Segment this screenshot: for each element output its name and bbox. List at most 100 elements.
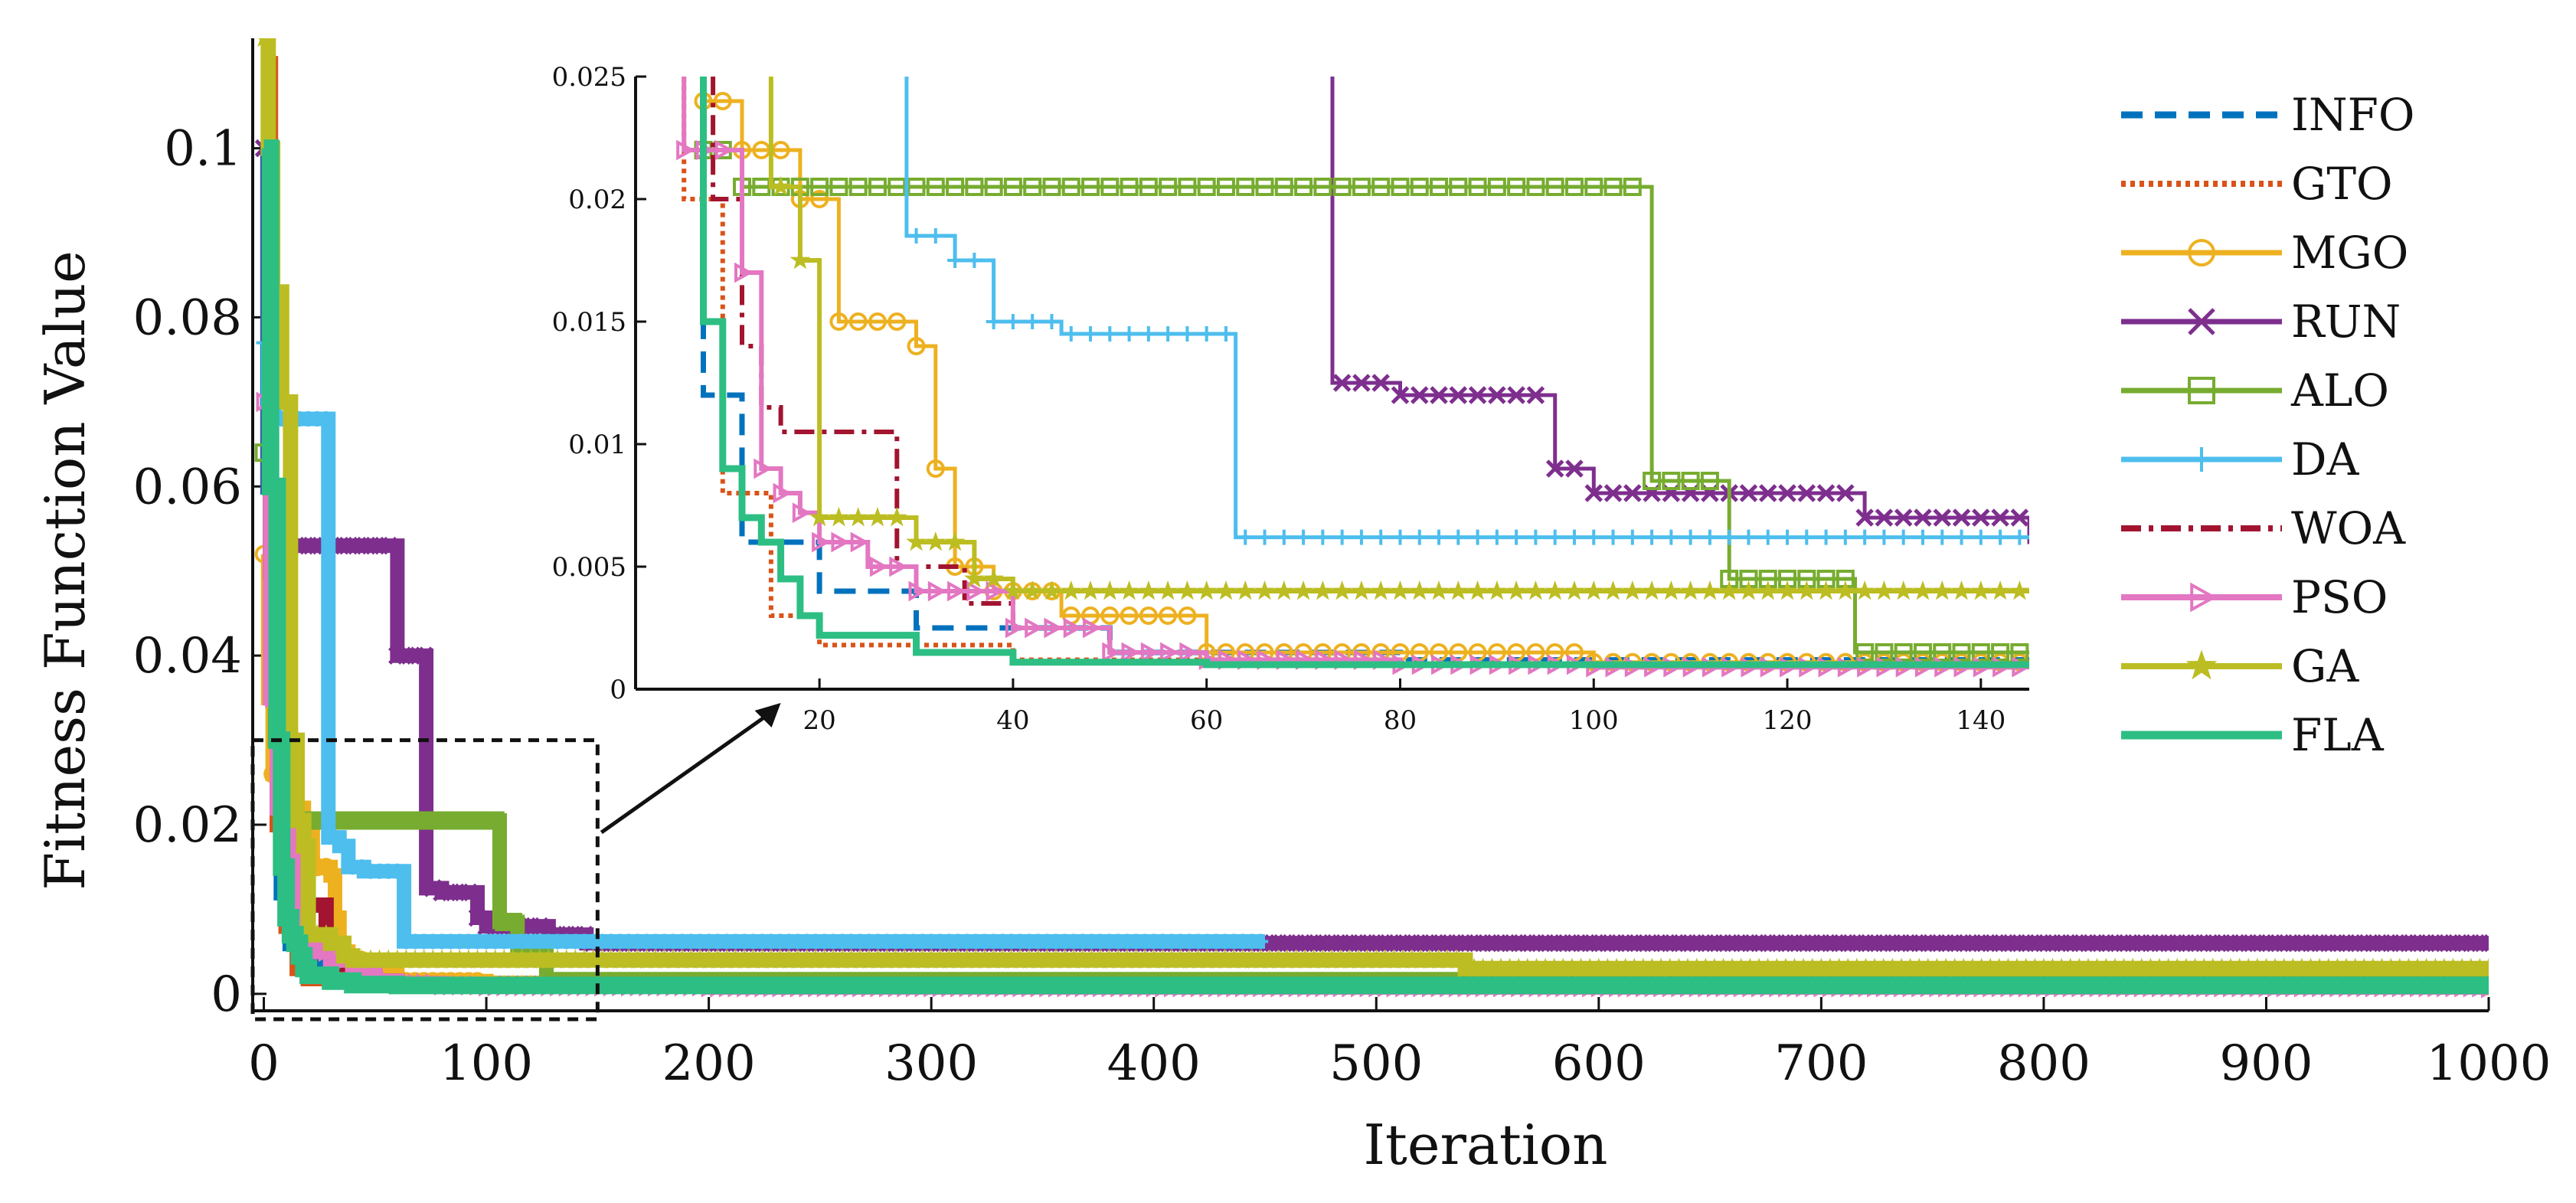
inset-y-tick-label: 0.015	[552, 307, 626, 338]
marker-mgo	[1139, 606, 1158, 625]
marker-da	[1315, 529, 1331, 545]
marker-ga	[770, 175, 791, 196]
marker-alo	[1294, 178, 1313, 196]
marker-da	[1353, 529, 1369, 545]
series-line-fla	[700, 77, 2029, 669]
marker-da	[1682, 529, 1698, 545]
marker-run	[1545, 459, 1564, 478]
marker-alo	[829, 178, 848, 196]
marker-ga	[1835, 580, 1856, 600]
marker-run	[423, 879, 443, 897]
marker-ga	[789, 249, 811, 270]
marker-da	[1741, 529, 1757, 545]
marker-da	[1780, 529, 1796, 545]
marker-ga	[1505, 580, 1527, 600]
marker-run	[1914, 508, 1932, 527]
legend-label: ALO	[2290, 364, 2389, 417]
marker-ga	[1196, 580, 1218, 600]
marker-ga	[1390, 580, 1411, 600]
marker-mgo	[1159, 606, 1178, 625]
marker-alo	[907, 178, 926, 196]
marker-alo	[1700, 472, 1719, 490]
legend-label: INFO	[2291, 89, 2414, 141]
marker-da	[1857, 529, 1873, 545]
marker-ga	[1854, 580, 1875, 600]
marker-pso	[1160, 642, 1179, 663]
marker-da	[1586, 529, 1602, 545]
marker-ga	[1351, 580, 1372, 600]
inset-series-group	[676, 77, 2029, 678]
marker-ga	[944, 531, 966, 551]
x-tick-label: 0	[248, 1035, 280, 1092]
marker-da	[1334, 529, 1350, 545]
marker-ga	[1428, 580, 1450, 600]
marker-da	[1373, 529, 1389, 545]
marker-ga	[1446, 949, 1467, 969]
marker-da	[1121, 326, 1137, 342]
legend-entry-fla: FLA	[2121, 709, 2385, 761]
marker-da	[1818, 529, 1834, 545]
marker-pso	[889, 556, 908, 577]
marker-alo	[1159, 178, 1178, 196]
marker-ga	[964, 567, 985, 588]
marker-ga	[829, 506, 849, 527]
legend-marker	[2185, 649, 2218, 680]
marker-da	[2012, 529, 2028, 545]
marker-alo	[1545, 178, 1564, 196]
marker-alo	[1255, 178, 1274, 196]
marker-run	[1623, 484, 1642, 502]
marker-alo	[1487, 178, 1506, 196]
marker-pso	[1005, 617, 1025, 639]
inset-x-tick-label: 40	[996, 705, 1029, 736]
legend-label: MGO	[2291, 227, 2408, 279]
marker-ga	[1080, 580, 1101, 600]
marker-pso	[1121, 642, 1140, 663]
marker-mgo	[1178, 606, 1197, 625]
marker-ga	[1912, 580, 1934, 600]
marker-alo	[1971, 643, 1990, 662]
main-plot: 0 100 200 300 400 500 600 700 800 900 100000.020.0…	[33, 38, 2551, 1177]
marker-da	[1102, 326, 1118, 342]
marker-da	[1721, 529, 1737, 545]
marker-run	[1449, 386, 1468, 404]
marker-mgo	[888, 312, 907, 331]
legend: INFO GTO MGO RUN ALO DA WOA PSO GA FLA	[2121, 89, 2414, 761]
marker-run	[1332, 374, 1352, 392]
marker-mgo	[316, 858, 335, 877]
marker-alo	[1643, 472, 1662, 490]
marker-da	[1025, 314, 1041, 329]
marker-alo	[1274, 178, 1293, 196]
marker-da	[1509, 529, 1525, 545]
marker-mgo	[810, 190, 829, 208]
marker-ga	[1447, 580, 1469, 600]
marker-ga	[1254, 580, 1275, 600]
marker-ga	[1777, 580, 1798, 600]
marker-alo	[2010, 643, 2029, 662]
marker-ga	[1757, 580, 1779, 600]
legend-label: PSO	[2291, 571, 2388, 623]
marker-da	[1547, 529, 1563, 545]
marker-alo	[810, 178, 829, 196]
marker-ga	[289, 809, 310, 829]
marker-mgo	[926, 459, 945, 478]
marker-run	[1778, 484, 1796, 502]
marker-run	[1739, 484, 1758, 502]
zoom-arrow-shaft	[600, 710, 773, 835]
marker-pso	[986, 580, 1005, 602]
marker-da	[1624, 529, 1640, 545]
legend-entry-pso: PSO	[2121, 571, 2388, 623]
inset-x-tick-label: 120	[1763, 705, 1813, 736]
marker-ga	[1970, 580, 1992, 600]
legend-entry-gto: GTO	[2121, 158, 2393, 210]
marker-da	[1237, 529, 1254, 545]
legend-label: DA	[2291, 433, 2360, 485]
marker-da	[1005, 314, 1021, 329]
x-tick-label: 100	[440, 1035, 533, 1092]
marker-run	[1972, 508, 1990, 527]
marker-alo	[926, 178, 945, 196]
marker-run	[1991, 508, 2009, 527]
marker-alo	[1430, 178, 1449, 196]
marker-da	[966, 253, 982, 268]
inset-y-tick-label: 0.02	[568, 185, 626, 215]
marker-alo	[1507, 178, 1526, 196]
